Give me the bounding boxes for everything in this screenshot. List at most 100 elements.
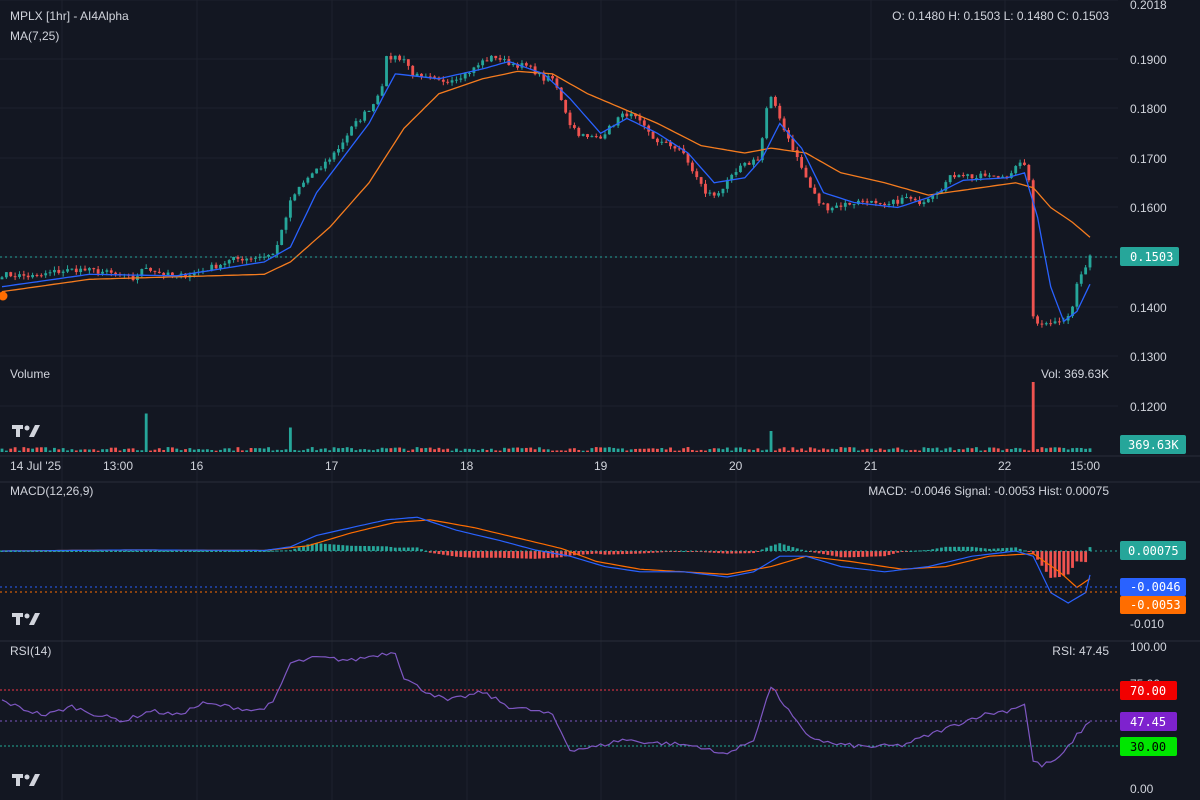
tradingview-logo-icon [12,425,40,437]
candle-body [717,193,721,196]
macd-hist-bar [813,551,817,553]
macd-hist-bar [31,551,35,552]
candle-body [970,174,974,179]
candle-body [363,111,367,121]
volume-bar [896,447,900,452]
macd-hist-bar [1040,551,1044,566]
volume-bar [747,449,751,452]
macd-hist-bar [743,551,747,554]
candle-body [996,176,1000,178]
volume-bar [485,450,489,452]
candle-body [332,152,336,160]
rsi-axis-label: 100.00 [1130,640,1167,654]
volume-bar [607,447,611,452]
macd-pane[interactable] [0,516,1118,604]
volume-bar [1071,448,1074,452]
volume-bar [122,449,126,452]
candle-body [988,175,991,177]
macd-hist-bar [586,551,589,555]
macd-hist-bar [686,551,690,552]
volume-bar [647,448,651,452]
volume-bar [53,447,56,452]
candle-body [35,274,39,276]
volume-bar [555,450,559,452]
candle-body [105,270,109,272]
macd-hist-bar [756,551,760,552]
candle-body [223,263,227,265]
price-axis-label: 0.1800 [1130,102,1167,116]
volume-bar [909,450,913,452]
volume-bar [315,450,319,452]
volume-bar [769,431,773,452]
volume-bar [96,450,100,452]
candle-body [896,199,900,204]
rsi-axis-label: 0.00 [1130,782,1154,796]
volume-pane[interactable] [0,382,1092,452]
macd-hist-bar [153,551,157,552]
volume-bar [983,450,987,452]
volume-bar [166,447,170,452]
time-axis[interactable]: 14 Jul '25 13:00 16 17 18 19 20 21 22 15… [10,459,1100,473]
candle-body [503,59,506,61]
macd-hist-bar [376,546,380,551]
macd-hist-bar [629,551,633,554]
candle-body [280,229,284,245]
volume-bar [302,450,305,452]
volume-bar [476,450,480,452]
macd-hist-bar [402,547,406,551]
macd-hist-bar [358,545,362,551]
volume-bar [1062,447,1066,452]
macd-hist-bar [835,551,838,557]
volume-bar [773,450,777,452]
volume-bar [787,450,790,452]
candle-body [656,138,659,143]
volume-bar [48,450,52,452]
volume-bar [734,447,738,452]
volume-bar [1031,382,1035,452]
volume-bar [385,448,388,452]
price-axis-label: 0.1400 [1130,301,1167,315]
volume-bar [337,448,340,452]
candle-body [629,113,633,117]
macd-hist-bar [725,551,729,554]
candle-body [31,274,35,278]
macd-hist-bar [385,546,388,551]
candle-body [909,196,913,199]
rsi-readout: RSI: 47.45 [1052,644,1109,658]
volume-bar [162,450,166,452]
macd-hist-bar [1079,551,1083,562]
candle-body [704,183,707,194]
candle-body [690,162,694,172]
volume-bar [109,447,113,452]
volume-bar [704,450,707,452]
volume-bar [918,450,922,452]
volume-bar [843,447,847,452]
tradingview-logo-icon [12,613,40,625]
price-axis[interactable]: 0.2018 0.1900 0.1800 0.1700 0.1600 0.140… [1130,0,1167,414]
macd-hist-bar [773,544,777,551]
volume-bar [568,448,572,452]
rsi-pane[interactable] [0,652,1118,768]
volume-bar [481,448,485,452]
macd-hist-bar [332,544,336,551]
volume-bar [922,447,926,452]
volume-bar [699,449,703,452]
volume-bar [953,450,956,452]
candle-body [39,275,43,277]
time-axis-label: 18 [460,459,474,473]
candle-body [686,153,690,163]
macd-hist-bar [551,551,554,558]
volume-bar [795,449,799,452]
price-pane[interactable] [0,52,1118,328]
volume-bar [870,448,873,452]
candle-body [415,73,419,77]
candle-body [385,56,388,87]
candle-body [878,203,882,205]
candle-body [323,161,327,169]
volume-bar [433,449,436,452]
volume-bar [974,447,978,452]
time-axis-label: 20 [729,459,743,473]
macd-hist-bar [415,547,419,551]
candle-body [922,202,926,205]
